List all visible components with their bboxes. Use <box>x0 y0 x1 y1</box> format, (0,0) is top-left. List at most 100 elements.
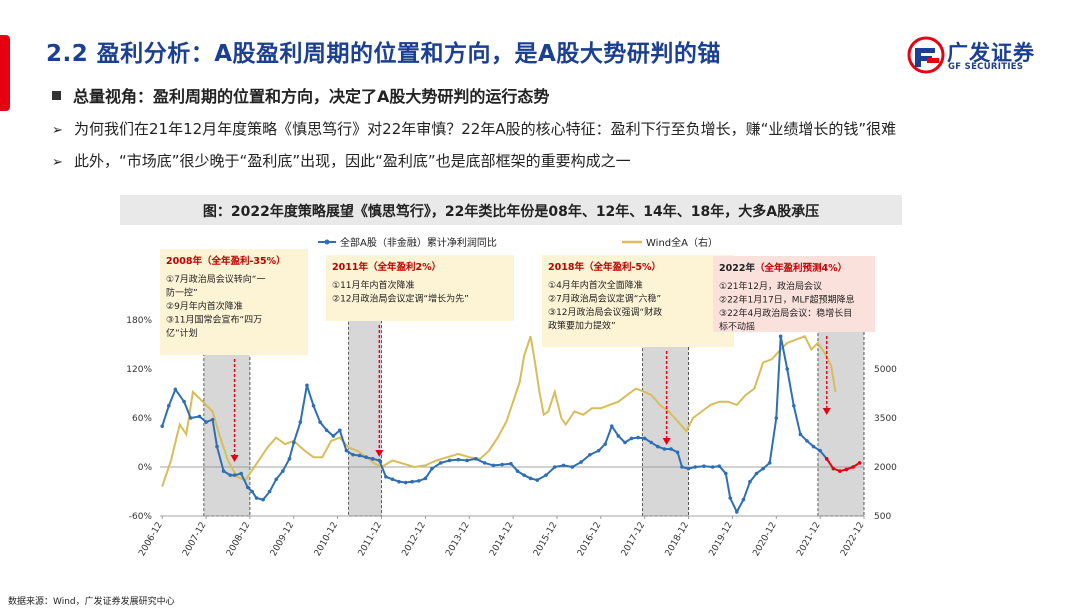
profit-point <box>232 473 237 477</box>
profit-point <box>831 466 836 471</box>
profit-point <box>298 420 303 424</box>
profit-point <box>552 465 557 469</box>
gf-logo-icon <box>907 36 945 74</box>
summary-bullet: 总量视角：盈利周期的位置和方向，决定了A股大势研判的运行态势 <box>52 83 549 107</box>
square-bullet-icon <box>52 91 61 100</box>
x-tick-label: 2013-12 <box>444 521 471 559</box>
profit-point <box>204 420 208 424</box>
summary-text: 总量视角：盈利周期的位置和方向，决定了A股大势研判的运行态势 <box>73 87 550 106</box>
profit-point <box>785 367 790 371</box>
profit-point <box>805 439 809 443</box>
profit-point <box>384 475 388 479</box>
profit-point <box>748 479 752 484</box>
annotation-line: ①7月政治局会议转向“一 <box>166 273 265 285</box>
profit-point <box>423 476 428 481</box>
profit-point <box>344 448 349 453</box>
profit-point <box>741 497 746 502</box>
profit-point <box>844 467 849 472</box>
annotation-detail: （全年盈利-5%） <box>584 261 661 273</box>
profit-point <box>767 461 772 465</box>
profit-point <box>221 469 226 473</box>
profit-point <box>824 457 829 461</box>
profit-point <box>629 436 634 441</box>
logo: 广发证券 GF SECURITIES <box>907 36 1057 76</box>
profit-point <box>210 417 215 422</box>
profit-point <box>857 461 862 465</box>
profit-point <box>774 416 779 420</box>
x-tick-label: 2021-12 <box>795 521 822 559</box>
legend-label-wind: Wind全A（右） <box>646 236 718 249</box>
profit-point <box>616 434 621 438</box>
profit-point <box>702 464 706 468</box>
x-tick-label: 2022-12 <box>839 521 866 559</box>
profit-point <box>456 457 461 462</box>
annotation-year: 2011年 <box>332 261 368 273</box>
figure-title-box: 图：2022年度策略展望《慎思笃行》，22年类比年份是08年、12年、14年、1… <box>120 195 902 225</box>
profit-point <box>390 477 395 482</box>
profit-point <box>228 473 232 477</box>
annotation-box-0 <box>160 249 308 355</box>
x-tick-label: 2017-12 <box>620 521 647 559</box>
point-bullet-2: ➢ 此外，“市场底”很少晚于“盈利底”出现，因此“盈利底”也是底部框架的重要构成之… <box>52 150 631 171</box>
profit-point <box>535 478 540 482</box>
profit-point <box>522 473 526 477</box>
x-tick-label: 2012-12 <box>401 521 428 559</box>
annotation-line: ②22年1月17日，MLF超预期降息 <box>719 294 855 306</box>
profit-point <box>311 403 316 408</box>
data-source: 数据来源：Wind，广发证券发展研究中心 <box>8 597 175 607</box>
profit-point <box>324 428 329 433</box>
annotation-line: 政策要加力提效” <box>548 320 616 332</box>
annotation-line: ①4月年内首次全面降准 <box>548 279 643 291</box>
annotation-box-1 <box>326 255 514 321</box>
profit-point <box>215 444 219 449</box>
profit-point <box>528 476 533 481</box>
x-tick-label: 2009-12 <box>269 521 296 559</box>
profit-point <box>416 479 421 483</box>
profit-point <box>675 450 680 455</box>
x-tick-label: 2018-12 <box>664 521 691 559</box>
profit-point <box>281 469 285 473</box>
profit-point <box>686 466 691 471</box>
page-title: 2.2 盈利分析：A股盈利周期的位置和方向，是A股大势研判的锚 <box>46 41 721 67</box>
profit-point <box>636 435 640 440</box>
annotation-arrowhead-1 <box>375 450 384 457</box>
profit-point <box>851 465 855 469</box>
y-right-tick-label: 3500 <box>874 414 897 424</box>
annotation-year: 2022年 <box>719 262 755 274</box>
annotation-line: 防一控” <box>166 287 198 299</box>
profit-point <box>656 444 660 449</box>
annotation-detail: （全年盈利预测4%） <box>755 262 847 274</box>
profit-point <box>544 473 548 477</box>
profit-point <box>370 457 375 461</box>
annotation-detail: （全年盈利2%） <box>368 261 441 273</box>
logo-chinese-name: 广发证券 <box>947 41 1035 65</box>
profit-point <box>669 447 673 451</box>
x-tick-label: 2008-12 <box>225 521 252 559</box>
annotation-year: 2018年 <box>548 261 584 273</box>
figure-title: 图：2022年度策略展望《慎思笃行》，22年类比年份是08年、12年、14年、1… <box>202 204 820 220</box>
profit-point <box>588 452 592 457</box>
annotation-title: 2008年（全年盈利-35%） <box>166 255 286 267</box>
profit-point <box>515 469 520 473</box>
profit-point <box>318 420 322 424</box>
profit-point <box>351 452 355 457</box>
profit-point <box>403 480 408 485</box>
profit-point <box>261 497 265 502</box>
annotation-line: ②9月年内首次降准 <box>166 300 243 312</box>
annotation-title: 2018年（全年盈利-5%） <box>548 261 661 273</box>
profit-point <box>430 466 434 471</box>
annotation-line: ②7月政治局会议定调“六稳” <box>548 293 661 305</box>
x-tick-label: 2007-12 <box>181 521 208 559</box>
profit-point <box>734 510 739 514</box>
profit-point <box>798 432 803 437</box>
series-line-profit <box>161 336 828 515</box>
annotation-line: ①11月年内首次降准 <box>332 279 415 291</box>
x-tick-label: 2010-12 <box>313 521 340 559</box>
profit-point <box>364 455 368 460</box>
annotation-line: 标不动摇 <box>719 321 755 333</box>
point-text-1: 为何我们在21年12月年度策略《慎思笃行》对22年审慎？22年A股的核心特征：盈… <box>74 120 897 138</box>
profit-point <box>338 428 342 433</box>
y-left-tick-label: 120% <box>126 365 152 375</box>
annotation-arrowhead-3 <box>822 408 831 415</box>
